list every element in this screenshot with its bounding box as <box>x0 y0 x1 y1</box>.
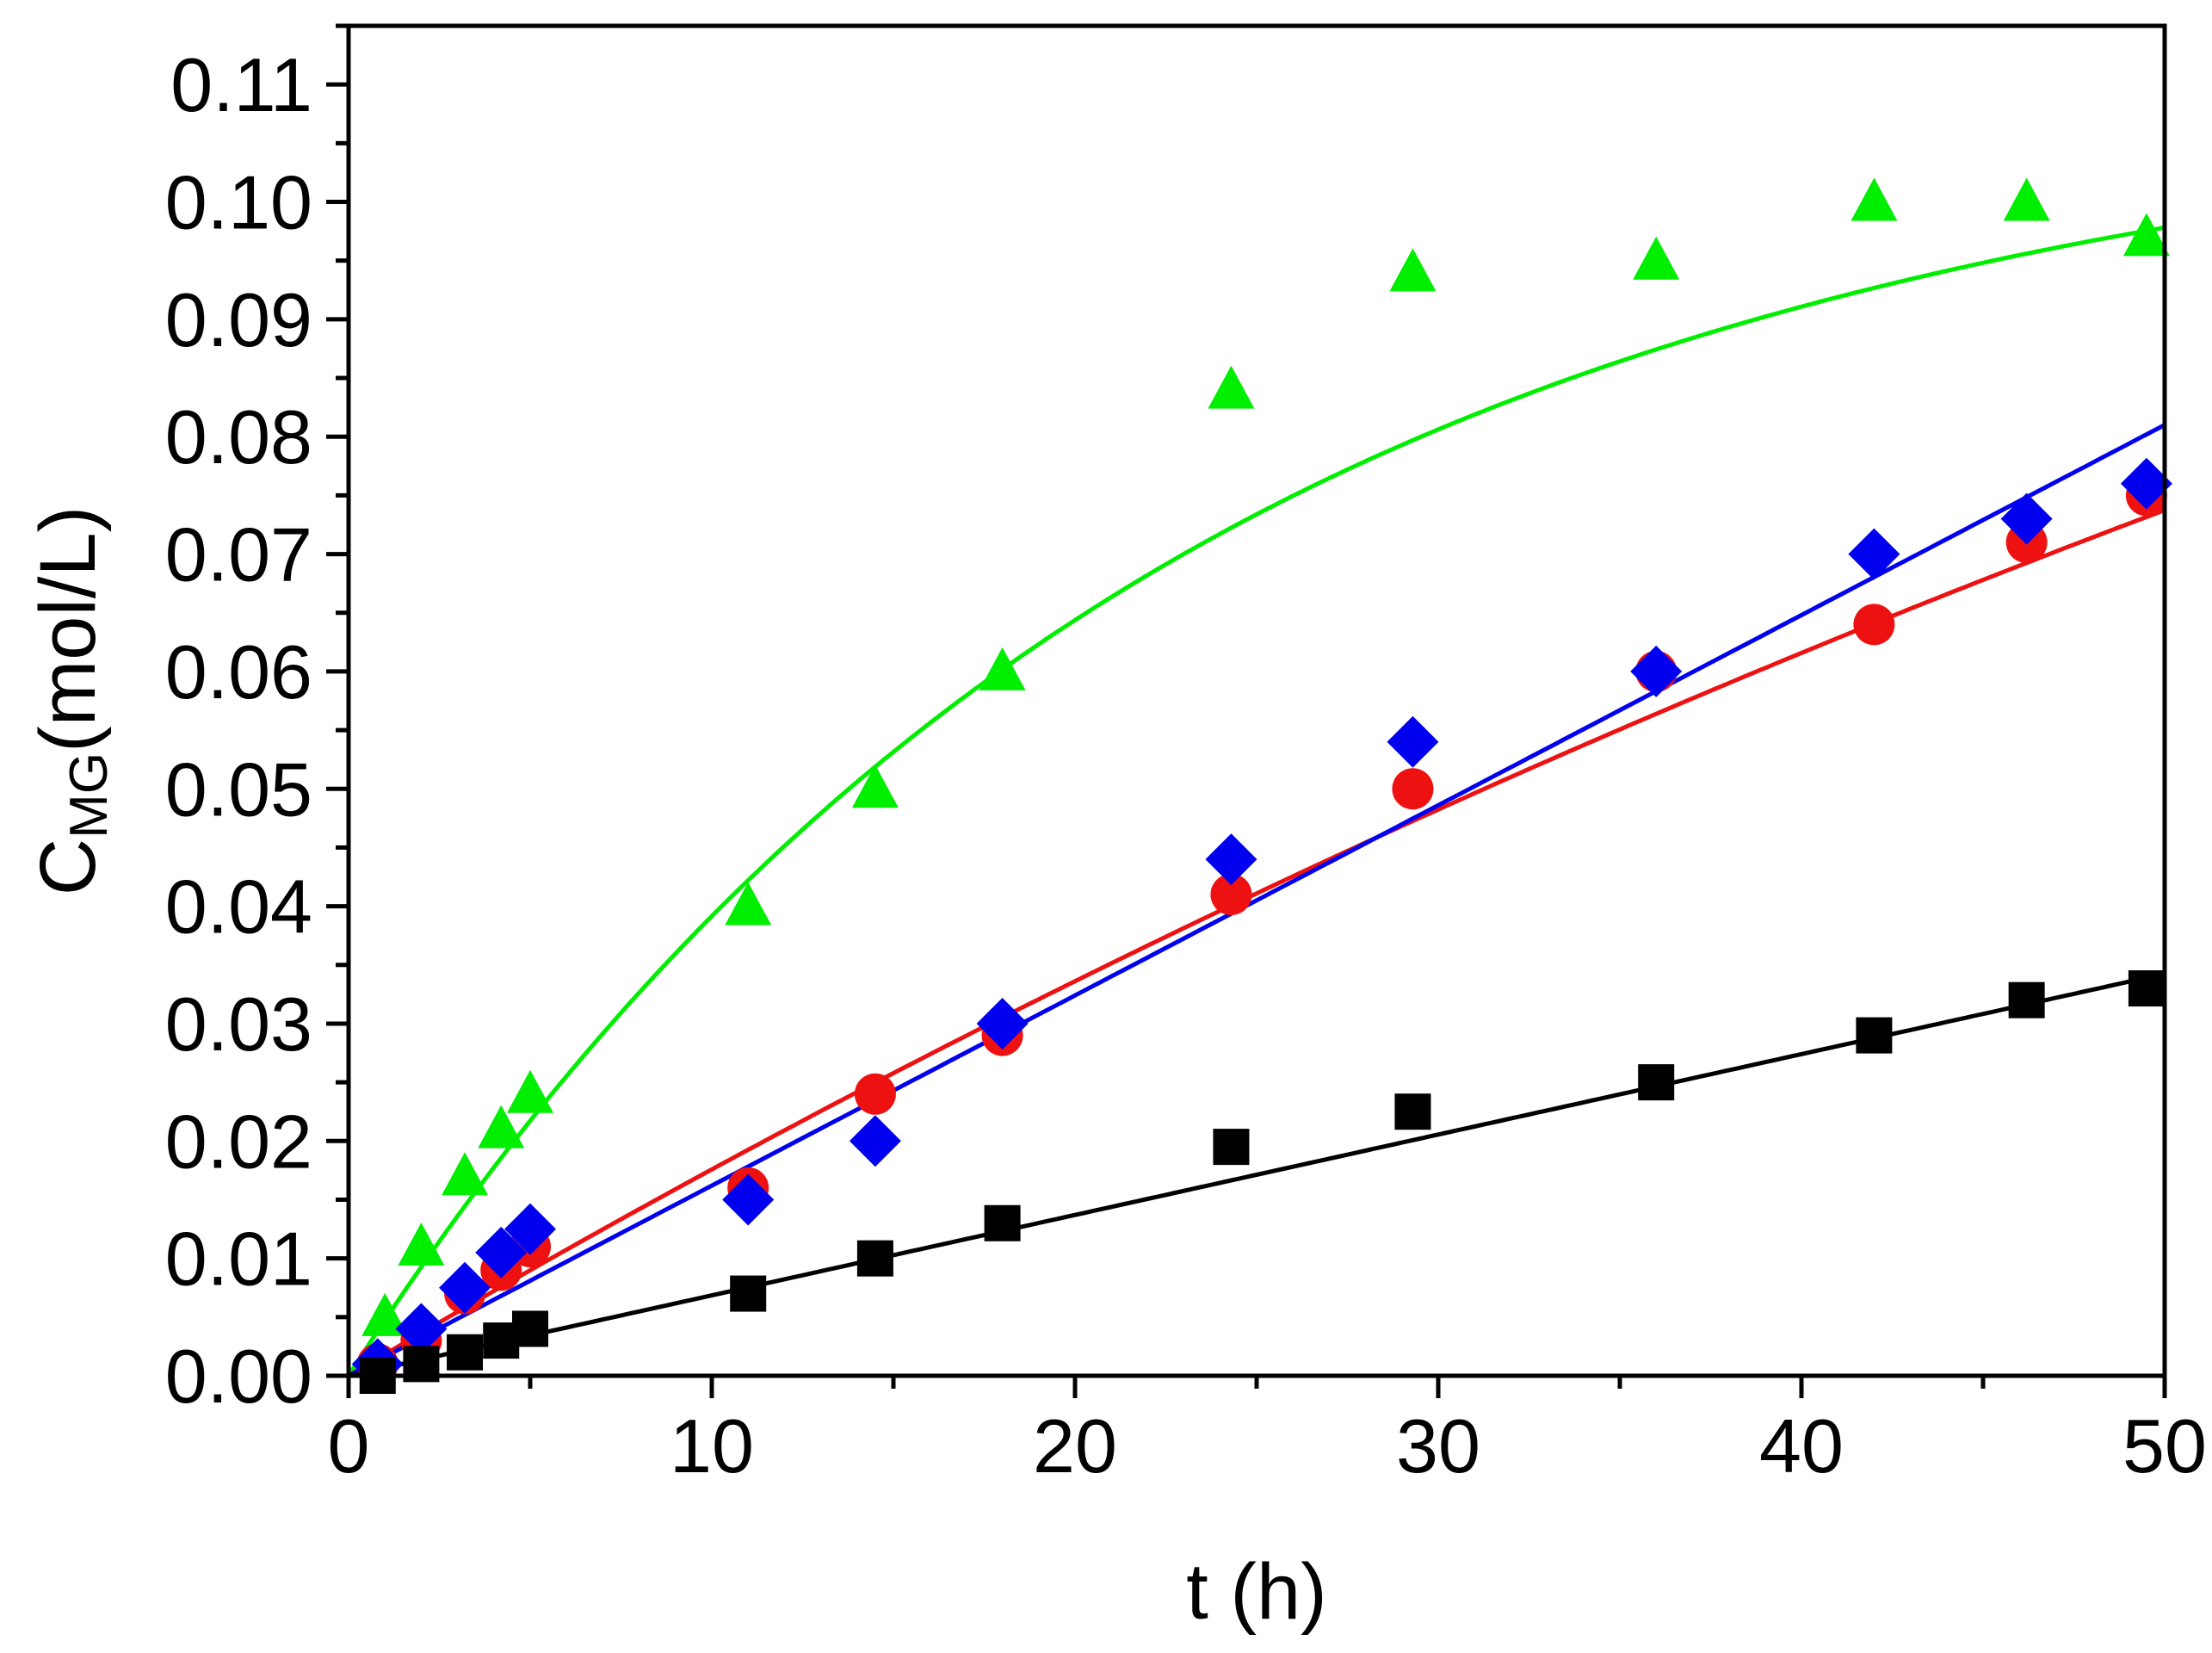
circle-marker <box>1392 768 1434 810</box>
diamond-marker <box>1848 528 1900 580</box>
data-markers <box>351 177 2172 1394</box>
x-tick-label: 40 <box>1759 1403 1844 1489</box>
y-axis-title: CMG(mol/L) <box>24 506 119 896</box>
x-tick-label: 0 <box>328 1403 370 1489</box>
y-tick-label: 0.08 <box>165 394 312 480</box>
triangle-marker <box>478 1105 525 1148</box>
diamond-marker <box>2120 457 2172 510</box>
diamond-marker <box>849 1115 901 1167</box>
y-axis-title-main: C <box>24 839 112 895</box>
square-marker <box>1856 1017 1893 1054</box>
triangle-marker <box>2003 177 2050 221</box>
x-tick-label: 30 <box>1396 1403 1480 1489</box>
triangle-marker <box>851 765 899 808</box>
diamond-marker <box>504 1203 556 1255</box>
y-axis-title-subscript: MG <box>59 752 119 839</box>
diamond-marker <box>976 997 1029 1049</box>
axis-ticks <box>326 23 2167 1398</box>
fit-curve-triangle <box>346 225 2166 1378</box>
diamond-marker <box>475 1226 528 1278</box>
square-marker <box>512 1310 548 1347</box>
diamond-marker <box>395 1303 448 1355</box>
circle-marker <box>854 1073 896 1115</box>
triangle-marker <box>1851 177 1898 221</box>
x-tick-labels: 0 10 20 30 40 50 <box>328 1403 2207 1489</box>
y-tick-label: 0.02 <box>165 1099 312 1184</box>
triangle-marker <box>361 1292 409 1336</box>
y-tick-label: 0.06 <box>165 629 312 715</box>
y-tick-labels: 0.00 0.01 0.02 0.03 0.04 0.05 0.06 0.07 0.08 0.09… <box>165 42 312 1419</box>
triangle-marker <box>507 1069 553 1113</box>
y-tick-label: 0.03 <box>165 981 312 1067</box>
diamond-marker <box>439 1261 491 1314</box>
square-marker <box>2008 981 2045 1018</box>
circle-marker <box>1210 873 1252 915</box>
y-tick-label: 0.04 <box>165 864 312 950</box>
y-tick-label: 0.00 <box>165 1334 312 1419</box>
y-tick-label: 0.07 <box>165 512 312 597</box>
fit-curve-diamond <box>347 423 2166 1378</box>
x-tick-label: 10 <box>670 1403 754 1489</box>
x-tick-label: 50 <box>2122 1403 2207 1489</box>
x-tick-label: 20 <box>1033 1403 1117 1489</box>
square-marker <box>730 1275 767 1312</box>
diamond-marker <box>722 1173 775 1226</box>
square-marker <box>1213 1129 1250 1166</box>
y-tick-label: 0.11 <box>170 42 312 127</box>
x-axis-title: t (h) <box>1186 1548 1327 1636</box>
square-marker <box>984 1204 1021 1241</box>
triangle-marker <box>725 882 772 926</box>
fit-curves <box>346 225 2166 1378</box>
diamond-marker <box>1387 715 1439 768</box>
diamond-marker <box>2000 492 2053 545</box>
square-marker <box>1638 1064 1675 1101</box>
triangle-marker <box>2122 213 2170 257</box>
y-tick-label: 0.05 <box>165 746 312 832</box>
y-tick-label: 0.01 <box>165 1217 312 1302</box>
triangle-marker <box>1633 236 1680 280</box>
y-tick-label: 0.10 <box>165 160 312 245</box>
square-marker <box>1394 1093 1431 1130</box>
diamond-marker <box>1205 833 1257 886</box>
fit-curve-square <box>348 971 2166 1378</box>
triangle-marker <box>442 1152 489 1196</box>
square-marker <box>2128 970 2165 1007</box>
square-marker <box>856 1240 893 1277</box>
circle-marker <box>1853 604 1895 646</box>
triangle-marker <box>1208 365 1255 409</box>
square-marker <box>447 1334 484 1371</box>
triangle-marker <box>979 647 1026 690</box>
y-tick-label: 0.09 <box>165 277 312 362</box>
diamond-marker <box>1630 645 1683 697</box>
fit-curve-circle <box>347 508 2166 1378</box>
triangle-marker <box>398 1223 445 1266</box>
y-axis-title-unit: (mol/L) <box>24 506 112 752</box>
triangle-marker <box>1389 248 1437 292</box>
